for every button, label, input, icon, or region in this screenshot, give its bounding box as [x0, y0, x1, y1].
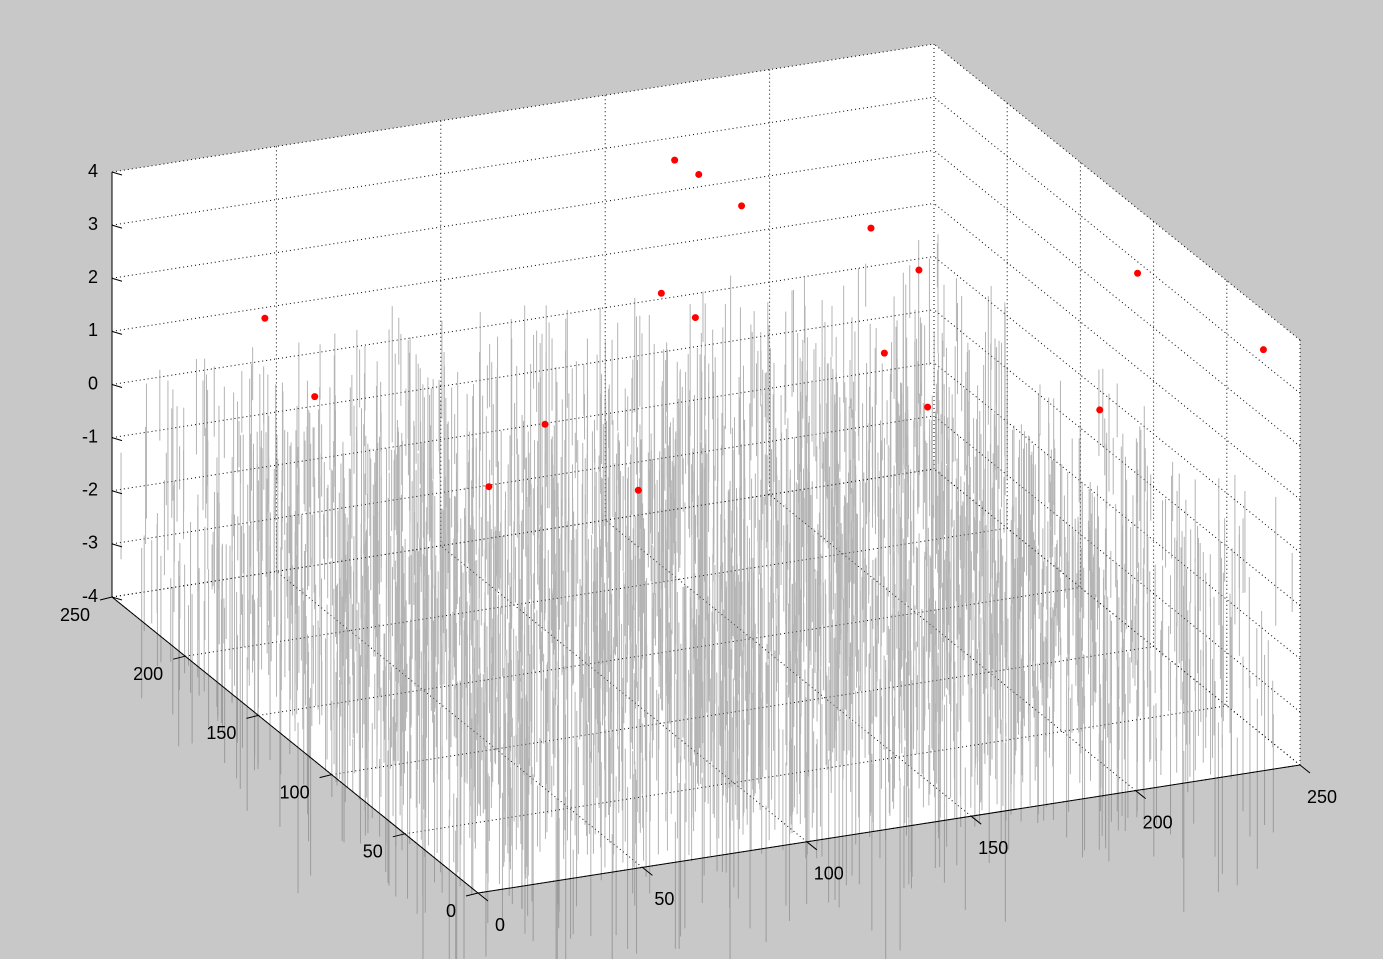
y-tick — [392, 833, 405, 838]
data-point — [634, 486, 642, 494]
x-tick — [1135, 790, 1146, 799]
x-axis-line — [477, 764, 1301, 894]
z-tick-label: 2 — [88, 267, 98, 287]
x-tick-label: 0 — [495, 915, 505, 935]
z-tick-label: 0 — [88, 373, 98, 393]
y-tick-label: 100 — [280, 782, 310, 802]
z-tick — [111, 543, 123, 548]
x-tick — [806, 841, 818, 851]
y-tick — [319, 774, 332, 779]
y-axis-line — [111, 596, 479, 894]
y-tick — [99, 596, 113, 601]
data-point — [880, 349, 888, 357]
z-tick — [111, 171, 123, 176]
z-tick — [111, 437, 123, 442]
y-tick — [246, 714, 259, 719]
data-point — [671, 156, 679, 164]
data-point — [924, 403, 932, 411]
data-point — [657, 289, 665, 297]
x-tick — [970, 815, 982, 825]
x-tick-label: 50 — [654, 889, 674, 909]
y-tick-label: 250 — [60, 605, 90, 625]
y-tick — [173, 655, 186, 660]
data-point — [311, 393, 319, 401]
grid-line — [933, 202, 1301, 500]
x-tick-label: 250 — [1307, 787, 1337, 807]
data-point — [738, 202, 746, 210]
y-tick — [465, 892, 479, 897]
y-tick-label: 200 — [133, 664, 163, 684]
grid-line — [933, 96, 1301, 394]
surface-texture — [120, 234, 1293, 959]
grid-line — [440, 545, 808, 843]
z-tick-label: 1 — [88, 320, 98, 340]
z-tick — [111, 224, 123, 229]
data-point — [541, 420, 549, 428]
data-point — [261, 314, 269, 322]
data-point — [1259, 346, 1267, 354]
data-point — [1096, 406, 1104, 414]
grid-line — [933, 43, 1301, 341]
y-tick-label: 0 — [446, 901, 456, 921]
x-tick-label: 150 — [978, 838, 1008, 858]
data-point — [695, 170, 703, 178]
x-tick — [477, 892, 489, 902]
z-tick-label: -2 — [82, 480, 98, 500]
z-tick — [111, 277, 123, 282]
x-tick-label: 200 — [1143, 812, 1173, 832]
data-point — [915, 266, 923, 274]
z-tick — [111, 596, 123, 601]
x-tick — [1299, 764, 1311, 774]
z-tick — [111, 330, 123, 335]
z-tick — [111, 384, 123, 388]
data-point — [485, 483, 493, 491]
z-tick-label: 4 — [88, 161, 98, 181]
data-point — [867, 224, 875, 232]
data-point — [691, 314, 699, 322]
y-tick-label: 50 — [363, 842, 383, 862]
z-tick-label: 3 — [88, 214, 98, 234]
z-tick-label: -1 — [82, 426, 98, 446]
data-point — [1134, 269, 1142, 277]
x-tick — [642, 867, 653, 876]
y-tick-label: 150 — [206, 723, 236, 743]
grid-line — [933, 149, 1301, 447]
z-tick-label: -3 — [82, 533, 98, 553]
x-tick-label: 100 — [814, 864, 844, 884]
grid-line — [933, 256, 1301, 553]
z-tick-label: -4 — [82, 586, 98, 606]
z-tick — [111, 490, 123, 495]
